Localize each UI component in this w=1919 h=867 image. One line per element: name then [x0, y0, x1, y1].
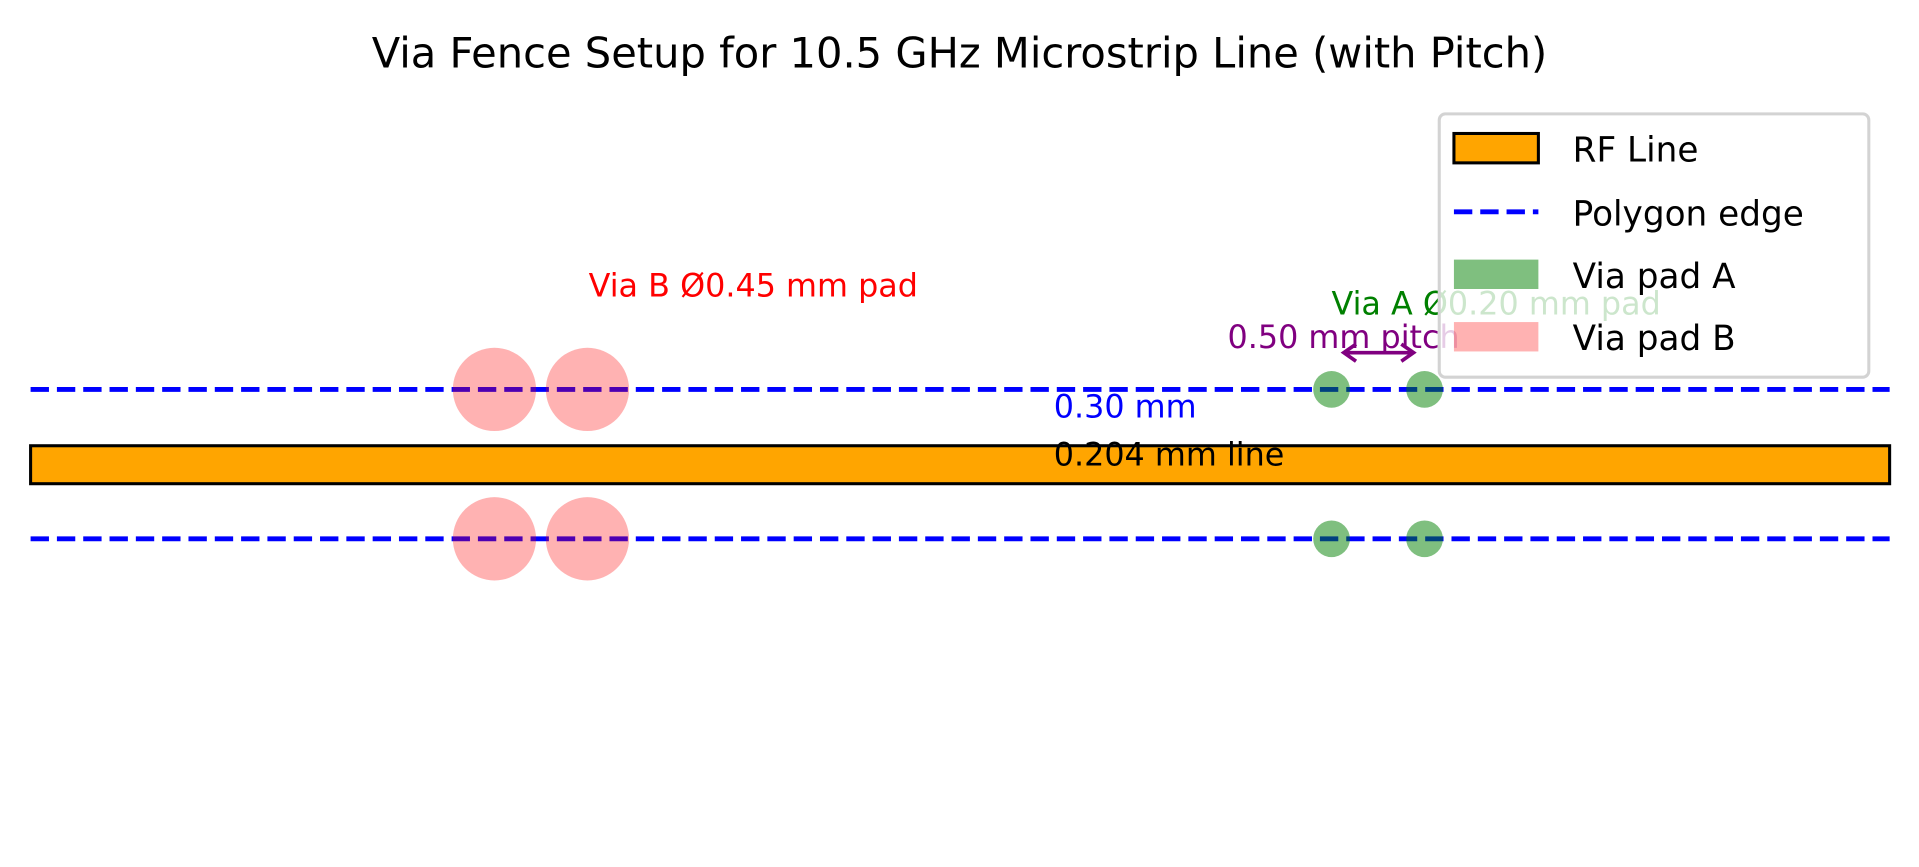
via-a-pad	[1313, 371, 1350, 408]
via-b-pad	[452, 347, 537, 432]
via-b-pad	[545, 347, 630, 432]
pitch-arrow	[1340, 342, 1417, 363]
pitch-label: 0.50 mm pitch	[1228, 318, 1460, 356]
via-b-label: Via B Ø0.45 mm pad	[589, 266, 918, 304]
via-a-pad	[1313, 520, 1350, 558]
legend-swatch-rf-line	[1452, 131, 1540, 165]
legend: RF Line Polygon edge Via pad A Via pad B	[1437, 112, 1871, 379]
via-a-pad	[1406, 371, 1443, 408]
via-b-pad	[545, 497, 630, 581]
rf-line	[29, 444, 1892, 486]
legend-label-polygon-edge: Polygon edge	[1573, 194, 1804, 234]
via-a-pads	[1313, 371, 1443, 558]
via-a-pad	[1406, 520, 1443, 558]
via-b-pad	[452, 497, 537, 581]
diagram-title: Via Fence Setup for 10.5 GHz Microstrip …	[372, 28, 1548, 77]
legend-swatch-via-a	[1453, 259, 1539, 289]
via-b-pads	[452, 347, 630, 581]
legend-label-via-b: Via pad B	[1573, 319, 1736, 359]
gap-label: 0.30 mm	[1054, 388, 1197, 426]
legend-label-rf-line: RF Line	[1573, 131, 1699, 171]
legend-swatch-via-b	[1453, 322, 1539, 352]
legend-label-via-a: Via pad A	[1573, 257, 1736, 297]
line-width-label: 0.204 mm line	[1054, 435, 1285, 473]
